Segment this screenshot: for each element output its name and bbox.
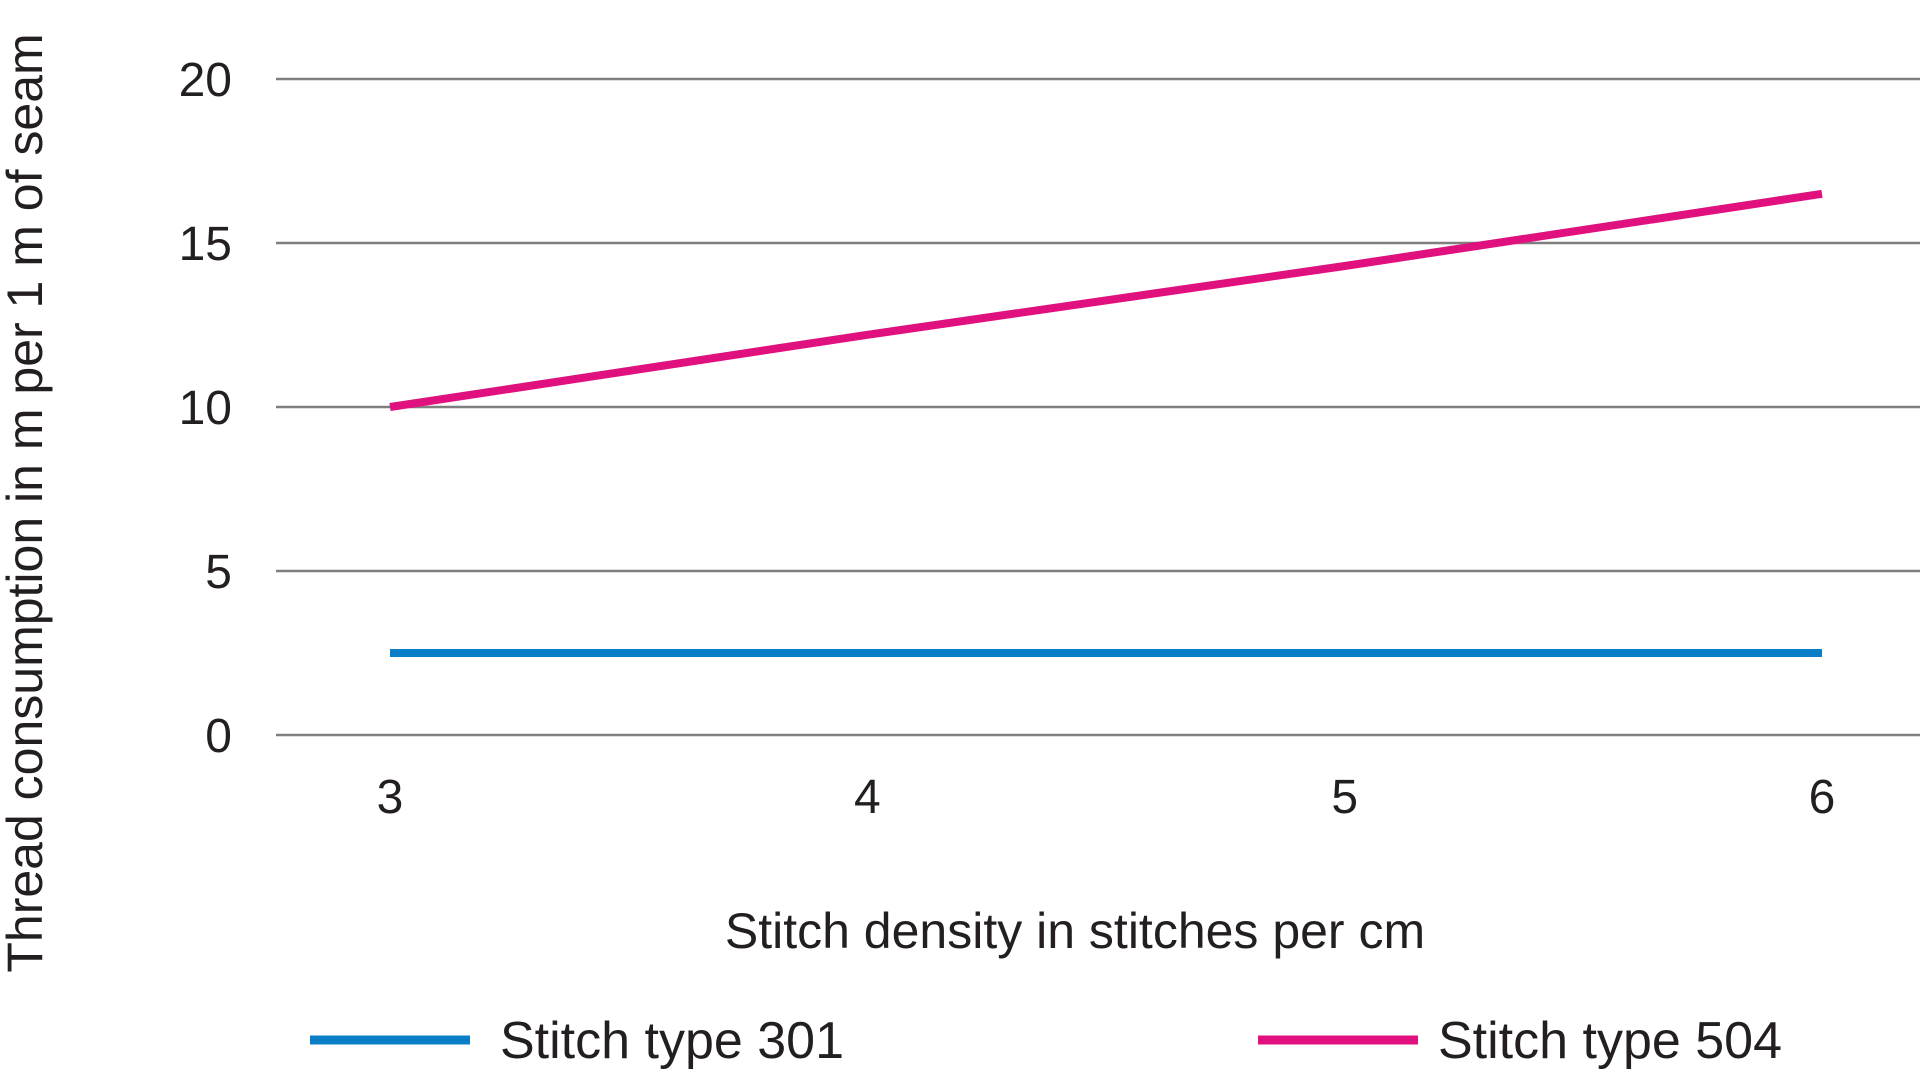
legend-label-2: Stitch type 504 bbox=[1438, 1012, 1782, 1070]
y-tick-label: 5 bbox=[205, 546, 232, 599]
y-axis-title: Thread consumption in m per 1 m of seam bbox=[0, 33, 53, 972]
x-tick-label: 5 bbox=[1331, 771, 1358, 824]
y-tick-label: 10 bbox=[179, 382, 232, 435]
series-line-2 bbox=[389, 189, 1823, 411]
y-tick-label: 15 bbox=[179, 218, 232, 271]
legend: Stitch type 301 Stitch type 504 bbox=[310, 1012, 1782, 1070]
x-axis-title: Stitch density in stitches per cm bbox=[725, 903, 1425, 959]
y-tick-label: 0 bbox=[205, 710, 232, 763]
x-tick-labels: 3 4 5 6 bbox=[377, 771, 1836, 824]
y-tick-label: 20 bbox=[179, 54, 232, 107]
series-lines bbox=[389, 189, 1823, 657]
x-tick-label: 6 bbox=[1809, 771, 1836, 824]
gridlines bbox=[276, 77, 1920, 737]
y-tick-labels: 0 5 10 15 20 bbox=[179, 54, 232, 763]
x-tick-label: 4 bbox=[854, 771, 881, 824]
x-tick-label: 3 bbox=[377, 771, 404, 824]
legend-label-1: Stitch type 301 bbox=[500, 1012, 844, 1070]
